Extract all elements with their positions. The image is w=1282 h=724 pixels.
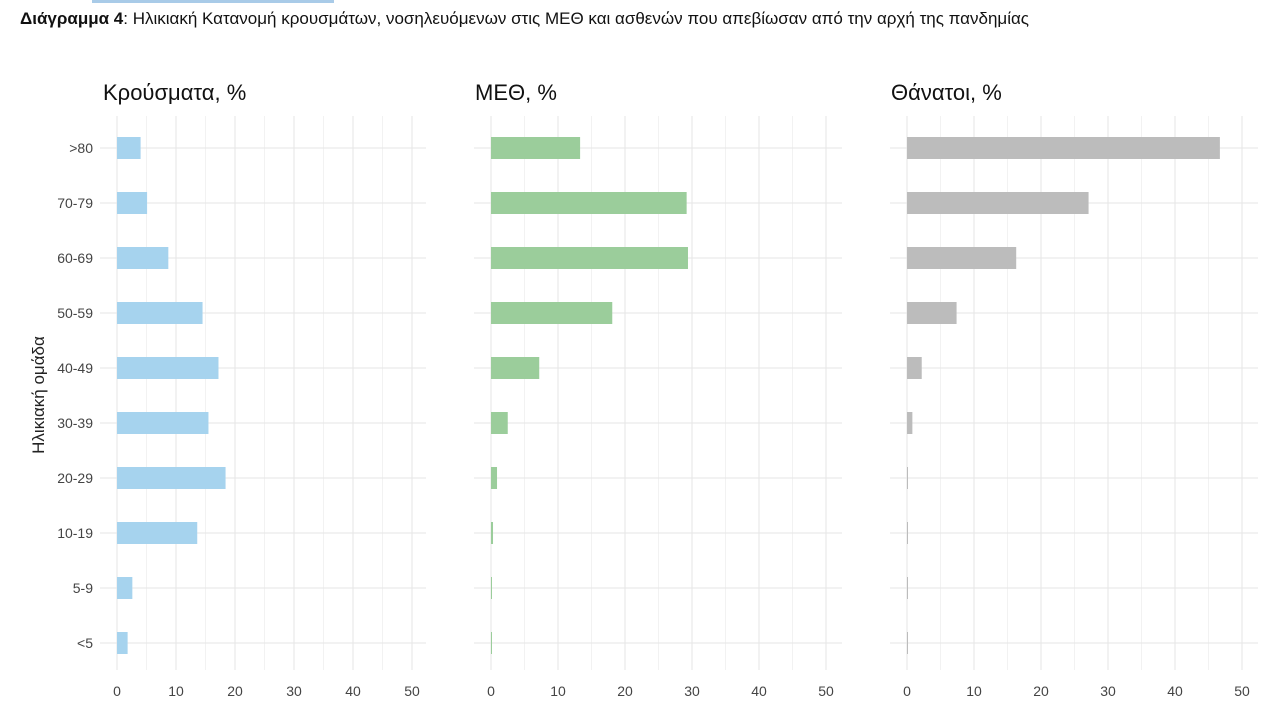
x-tick-label: 20 — [227, 683, 243, 699]
x-tick-label: 50 — [404, 683, 420, 699]
x-tick-label: 0 — [903, 683, 911, 699]
bar-10-19 — [117, 522, 198, 544]
chart-panel-2: 0 10 20 30 40 50 ΜΕΘ, % — [474, 80, 842, 699]
bar-5-9 — [907, 577, 908, 599]
bar-5-9 — [491, 577, 492, 599]
bar-70-79 — [907, 192, 1089, 214]
x-tick-label: 50 — [818, 683, 834, 699]
bar-<5 — [117, 632, 128, 654]
x-tick-label: 30 — [684, 683, 700, 699]
bar-20-29 — [907, 467, 908, 489]
bar-40-49 — [907, 357, 922, 379]
bar-60-69 — [907, 247, 1017, 269]
x-tick-label: 30 — [1100, 683, 1116, 699]
bar-50-59 — [907, 302, 957, 324]
y-tick-label: 60-69 — [57, 250, 93, 266]
y-tick-label: 70-79 — [57, 195, 93, 211]
bar-70-79 — [491, 192, 687, 214]
y-tick-label: 50-59 — [57, 305, 93, 321]
caption-text: Ηλικιακή Κατανομή κρουσμάτων, νοσηλευόμε… — [127, 9, 1029, 28]
bar->80 — [491, 137, 581, 159]
bar-5-9 — [117, 577, 133, 599]
panel-title: ΜΕΘ, % — [475, 80, 557, 105]
bar-30-39 — [907, 412, 913, 434]
bar-<5 — [491, 632, 492, 654]
x-tick-label: 0 — [487, 683, 495, 699]
x-tick-label: 40 — [345, 683, 361, 699]
y-tick-label: 20-29 — [57, 470, 93, 486]
chart-panel-1: 0 10 20 30 40 50 Κρούσματα, % >80 70-79 60-69 50-5… — [29, 80, 426, 699]
bar-10-19 — [907, 522, 908, 544]
x-tick-label: 40 — [1167, 683, 1183, 699]
x-tick-label: 10 — [966, 683, 982, 699]
y-tick-label: >80 — [69, 140, 93, 156]
bar-30-39 — [117, 412, 209, 434]
bar-70-79 — [117, 192, 148, 214]
y-tick-label: 5-9 — [73, 580, 93, 596]
x-tick-label: 50 — [1234, 683, 1250, 699]
bar->80 — [907, 137, 1220, 159]
x-tick-label: 20 — [1033, 683, 1049, 699]
panel-title: Θάνατοι, % — [891, 80, 1002, 105]
figure-caption: Διάγραμμα 4: Ηλικιακή Κατανομή κρουσμάτω… — [20, 8, 1029, 30]
bar->80 — [117, 137, 141, 159]
y-tick-label: 30-39 — [57, 415, 93, 431]
x-tick-label: 20 — [617, 683, 633, 699]
caption-separator: : — [123, 9, 128, 28]
bar-30-39 — [491, 412, 508, 434]
bar-10-19 — [491, 522, 494, 544]
y-tick-label: 10-19 — [57, 525, 93, 541]
x-tick-label: 10 — [550, 683, 566, 699]
bar-60-69 — [117, 247, 169, 269]
panel-title: Κρούσματα, % — [103, 80, 246, 105]
x-tick-label: 30 — [286, 683, 302, 699]
bar-40-49 — [117, 357, 219, 379]
caption-label: Διάγραμμα 4 — [20, 9, 124, 28]
x-tick-label: 10 — [168, 683, 184, 699]
bar-50-59 — [117, 302, 203, 324]
y-axis-label: Ηλικιακή ομάδα — [29, 336, 48, 454]
y-tick-label: <5 — [77, 635, 93, 651]
bar-20-29 — [117, 467, 226, 489]
bar-20-29 — [491, 467, 498, 489]
bar-50-59 — [491, 302, 613, 324]
chart-panel-3: 0 10 20 30 40 50 Θάνατοι, % — [890, 80, 1258, 699]
top-accent-bar — [92, 0, 334, 3]
x-tick-label: 0 — [113, 683, 121, 699]
x-tick-label: 40 — [751, 683, 767, 699]
y-tick-label: 40-49 — [57, 360, 93, 376]
bar-40-49 — [491, 357, 540, 379]
bar-<5 — [907, 632, 908, 654]
bar-60-69 — [491, 247, 688, 269]
